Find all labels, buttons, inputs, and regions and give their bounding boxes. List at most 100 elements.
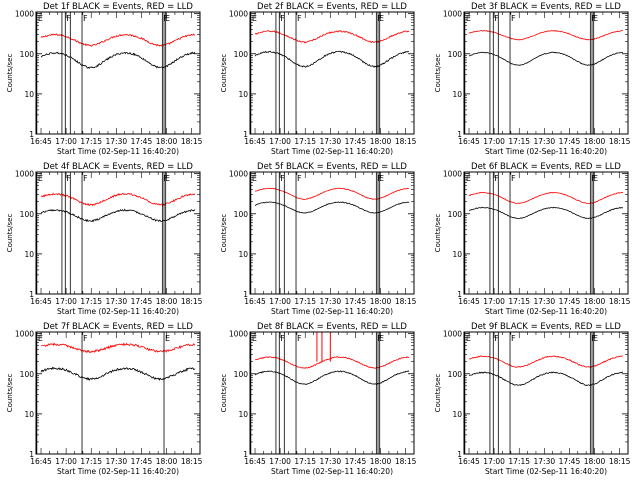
x-tick-label: 17:30 [106,137,128,146]
y-tick-label: 1000 [443,10,462,19]
x-tick-label: 17:00 [483,457,505,466]
x-tick-label: 17:15 [80,137,102,146]
y-tick-label: 1 [457,290,462,299]
x-tick-label: 17:30 [320,137,342,146]
event-marker-label: E [593,334,598,343]
x-tick-label: 17:00 [55,457,77,466]
panel-title: Det 7f BLACK = Events, RED = LLD [43,322,193,332]
x-tick-label: 17:00 [269,297,291,306]
y-tick-label: 10 [238,250,248,259]
event-marker-label: F [280,14,285,23]
y-tick-label: 1 [243,130,248,139]
x-tick-label: 18:15 [181,457,203,466]
x-tick-label: 16:45 [30,297,52,306]
event-marker-label: E [165,14,170,23]
lld-series-line [254,356,410,369]
x-axis-label: Start Time (02-Sep-11 16:40:20) [57,147,179,156]
y-axis-label: Counts/sec [434,374,442,413]
x-tick-label: 17:45 [131,457,153,466]
x-tick-label: 16:45 [458,137,480,146]
y-tick-label: 10 [452,90,462,99]
event-marker-label: F [297,334,302,343]
x-tick-label: 16:45 [30,457,52,466]
y-axis-label: Counts/sec [434,214,442,253]
x-tick-label: 16:45 [244,457,266,466]
x-axis-label: Start Time (02-Sep-11 16:40:20) [485,307,607,316]
x-tick-label: 18:15 [609,137,631,146]
detector-panel-7f: Det 7f BLACK = Events, RED = LLD Start Ti… [6,322,203,476]
event-marker-label: E [466,14,471,23]
panel-title: Det 8f BLACK = Events, RED = LLD [257,322,407,332]
x-tick-label: 18:15 [181,137,203,146]
y-tick-label: 100 [234,210,249,219]
event-marker-label: F [494,174,499,183]
x-tick-label: 17:45 [131,297,153,306]
event-marker-label: E [466,174,471,183]
x-tick-label: 17:45 [131,137,153,146]
x-tick-label: 17:00 [483,297,505,306]
y-tick-label: 100 [234,370,249,379]
x-tick-label: 18:15 [609,457,631,466]
x-tick-label: 16:45 [30,137,52,146]
lld-series-line [468,29,623,41]
x-tick-label: 17:45 [559,297,581,306]
y-tick-label: 10 [452,250,462,259]
x-tick-label: 18:15 [395,297,417,306]
x-tick-label: 18:15 [609,297,631,306]
y-axis-label: Counts/sec [6,214,14,253]
event-marker-label: E [165,174,170,183]
events-series-line [40,51,196,69]
event-marker-label: E [38,14,43,23]
events-series-line [468,371,624,387]
y-tick-label: 10 [24,250,34,259]
y-tick-label: 1000 [443,170,462,179]
x-tick-label: 18:00 [156,137,178,146]
x-tick-label: 17:15 [508,297,530,306]
y-axis-label: Counts/sec [220,54,228,93]
event-marker-label: E [593,174,598,183]
x-axis-label: Start Time (02-Sep-11 16:40:20) [271,147,393,156]
lld-series-line [254,187,409,200]
lld-series-line [254,30,410,44]
panel-title: Det 3f BLACK = Events, RED = LLD [471,2,621,12]
lld-series-line [468,355,624,368]
plot-frame [249,171,415,295]
events-series-line [468,206,623,220]
y-tick-label: 1 [29,290,34,299]
lld-series-line [40,192,196,207]
x-tick-label: 18:15 [395,457,417,466]
y-tick-label: 1000 [443,330,462,339]
x-tick-label: 16:45 [244,137,266,146]
detector-panel-1f: Det 1f BLACK = Events, RED = LLD Start Ti… [6,2,203,156]
x-tick-label: 18:00 [584,457,606,466]
detector-panel-3f: Det 3f BLACK = Events, RED = LLD Start Ti… [434,2,631,156]
x-tick-label: 16:45 [244,297,266,306]
y-axis-label: Counts/sec [220,374,228,413]
detector-panel-6f: Det 6f BLACK = Events, RED = LLD Start Ti… [434,162,631,316]
lld-series-line [40,33,196,47]
x-axis-label: Start Time (02-Sep-11 16:40:20) [485,147,607,156]
x-tick-label: 18:00 [156,457,178,466]
event-marker-label: F [280,174,285,183]
x-tick-label: 17:30 [320,457,342,466]
x-tick-label: 18:00 [370,457,392,466]
y-axis-label: Counts/sec [6,54,14,93]
detector-panel-4f: Det 4f BLACK = Events, RED = LLD Start Ti… [6,162,203,316]
x-tick-label: 16:45 [458,457,480,466]
event-marker-label: F [83,334,88,343]
x-tick-label: 17:00 [55,297,77,306]
y-tick-label: 10 [238,90,248,99]
lld-series-line [40,342,196,353]
x-tick-label: 17:30 [534,137,556,146]
event-marker-label: E [379,334,384,343]
x-tick-label: 17:15 [508,457,530,466]
event-marker-label: F [280,334,285,343]
y-tick-label: 1 [29,130,34,139]
x-tick-label: 17:00 [269,457,291,466]
x-axis-label: Start Time (02-Sep-11 16:40:20) [57,467,179,476]
y-tick-label: 100 [20,210,35,219]
x-tick-label: 18:00 [584,137,606,146]
x-tick-label: 18:00 [584,297,606,306]
y-tick-label: 1000 [15,170,34,179]
